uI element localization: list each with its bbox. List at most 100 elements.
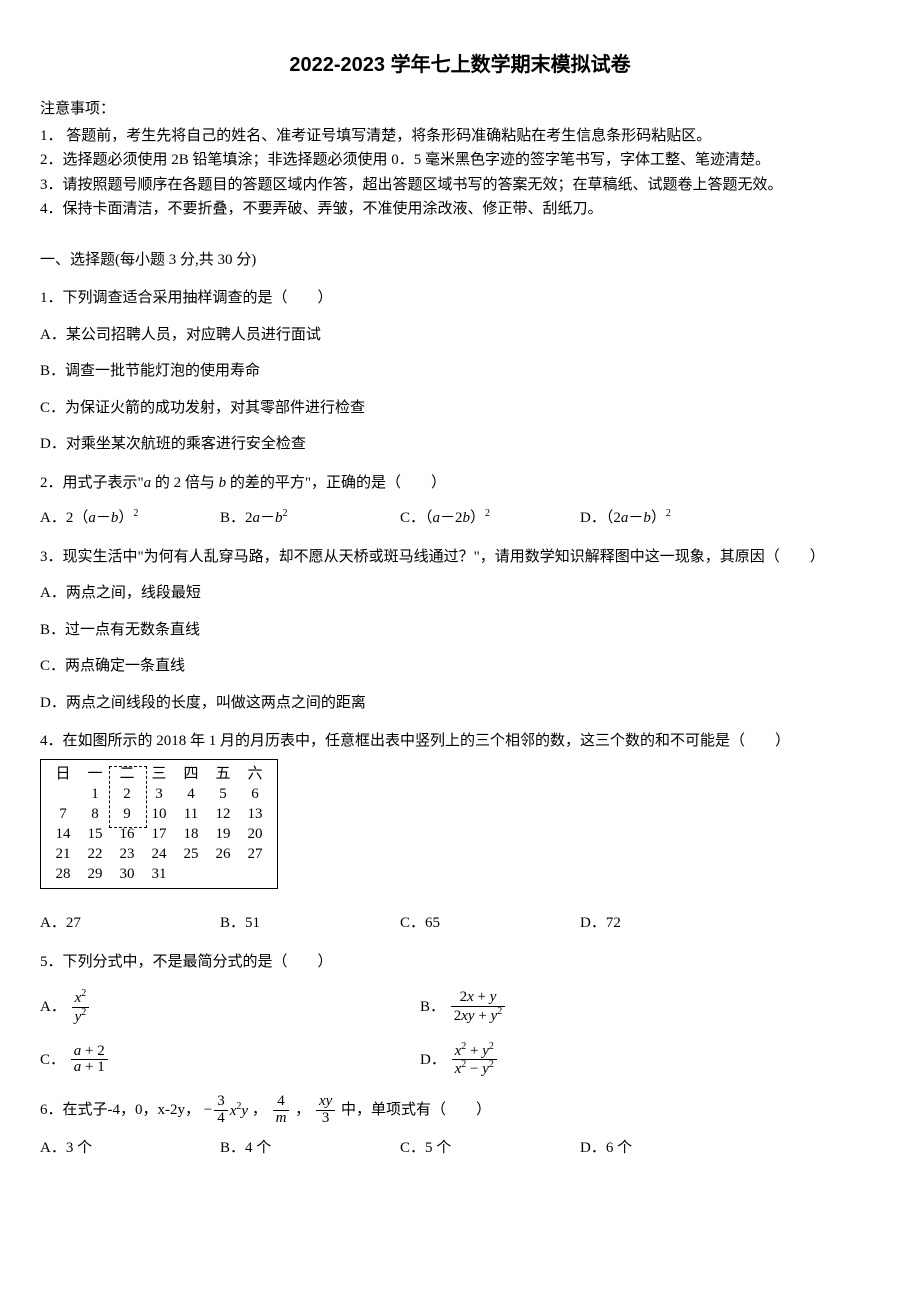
- question-6: 6．在式子-4，0，x-2y， −34x2y ， 4m ， xy3 中，单项式有…: [40, 1094, 880, 1159]
- q6-stem-p4: 中，单项式有（ ）: [341, 1099, 491, 1122]
- cal-h-4: 四: [175, 764, 207, 784]
- cal-r1-c5: 12: [207, 804, 239, 824]
- q2-a-post: ）: [118, 510, 133, 526]
- cal-r0-c3: 3: [143, 784, 175, 804]
- cal-h-2: 二: [111, 764, 143, 784]
- question-5: 5．下列分式中，不是最简分式的是（ ） A． x2 y2 B． 2x + y 2…: [40, 951, 880, 1079]
- calendar-table: 日 一 二 三 四 五 六 123456 78910111213 1415161…: [40, 759, 278, 889]
- q6-f1-den: 4: [214, 1111, 228, 1127]
- q3-option-a: A．两点之间，线段最短: [40, 582, 880, 605]
- q6-neg: −: [204, 1099, 212, 1122]
- cal-r3-c1: 22: [79, 844, 111, 864]
- q5-a-label: A．: [40, 996, 66, 1019]
- cal-r1-c4: 11: [175, 804, 207, 824]
- q5-option-a: A． x2 y2: [40, 989, 420, 1026]
- cal-r3-c2: 23: [111, 844, 143, 864]
- q2-c-pre: C．（: [400, 510, 433, 526]
- cal-r0-c0: [47, 784, 79, 804]
- q2-option-d: D．（2a－b）2: [580, 506, 760, 530]
- q2-d-post: ）: [651, 510, 666, 526]
- q4-option-d: D．72: [580, 912, 760, 935]
- calendar-header-row: 日 一 二 三 四 五 六: [47, 764, 271, 784]
- q6-option-c: C．5 个: [400, 1137, 580, 1160]
- question-2: 2．用式子表示"a 的 2 倍与 b 的差的平方"，正确的是（ ） A．2（a－…: [40, 472, 880, 530]
- cal-h-1: 一: [79, 764, 111, 784]
- cal-r0-c6: 6: [239, 784, 271, 804]
- q6-stem-p2: ，: [252, 1099, 267, 1122]
- section-1-header: 一、选择题(每小题 3 分,共 30 分): [40, 249, 880, 272]
- q4-option-a: A．27: [40, 912, 220, 935]
- notice-header: 注意事项：: [40, 98, 880, 121]
- q5-c-den-post: + 1: [81, 1059, 104, 1075]
- q6-stem-p1: 6．在式子-4，0，x-2y，: [40, 1099, 200, 1122]
- q5-b-num-mid: +: [474, 989, 490, 1005]
- q2-a-minus: －: [96, 510, 111, 526]
- q2-a-sq: 2: [133, 508, 138, 519]
- q2-c-mid: －2: [440, 510, 463, 526]
- question-1: 1．下列调查适合采用抽样调查的是（ ） A．某公司招聘人员，对应聘人员进行面试 …: [40, 287, 880, 456]
- notice-line-3: 3．请按照题号顺序在各题目的答题区域内作答，超出答题区域书写的答案无效；在草稿纸…: [40, 174, 880, 197]
- q1-option-b: B．调查一批节能灯泡的使用寿命: [40, 360, 880, 383]
- q4-stem: 4．在如图所示的 2018 年 1 月的月历表中，任意框出表中竖列上的三个相邻的…: [40, 730, 880, 753]
- cal-r3-c3: 24: [143, 844, 175, 864]
- cal-h-0: 日: [47, 764, 79, 784]
- notice-line-1: 1． 答题前，考生先将自己的姓名、准考证号填写清楚，将条形码准确粘贴在考生信息条…: [40, 125, 880, 148]
- q2-d-minus: －: [628, 510, 643, 526]
- q5-a-num-sup: 2: [81, 988, 86, 999]
- q2-stem-p3: 的差的平方"，正确的是（ ）: [226, 475, 446, 491]
- q2-option-b: B．2a－b2: [220, 506, 400, 530]
- q6-stem: 6．在式子-4，0，x-2y， −34x2y ， 4m ， xy3 中，单项式有…: [40, 1094, 880, 1127]
- calendar-row-5: 28293031: [47, 864, 271, 884]
- q6-option-b: B．4 个: [220, 1137, 400, 1160]
- q2-stem: 2．用式子表示"a 的 2 倍与 b 的差的平方"，正确的是（ ）: [40, 472, 880, 495]
- q6-f2-num: 4: [273, 1094, 290, 1111]
- cal-r4-c4: [175, 864, 207, 884]
- q3-option-c: C．两点确定一条直线: [40, 655, 880, 678]
- q2-d-sq: 2: [666, 508, 671, 519]
- calendar-row-2: 78910111213: [47, 804, 271, 824]
- cal-r0-c2: 2: [111, 784, 143, 804]
- cal-r4-c1: 29: [79, 864, 111, 884]
- cal-r1-c0: 7: [47, 804, 79, 824]
- q1-option-a: A．某公司招聘人员，对应聘人员进行面试: [40, 324, 880, 347]
- q5-c-label: C．: [40, 1049, 65, 1072]
- cal-r2-c3: 17: [143, 824, 175, 844]
- cal-r4-c5: [207, 864, 239, 884]
- q5-stem: 5．下列分式中，不是最简分式的是（ ）: [40, 951, 880, 974]
- q2-b-sq: 2: [283, 508, 288, 519]
- cal-h-6: 六: [239, 764, 271, 784]
- q2-option-a: A．2（a－b）2: [40, 506, 220, 530]
- q5-d-minus: −: [466, 1061, 482, 1077]
- notice-line-2: 2．选择题必须使用 2B 铅笔填涂；非选择题必须使用 0．5 毫米黑色字迹的签字…: [40, 149, 880, 172]
- q5-option-c: C． a + 2 a + 1: [40, 1044, 420, 1077]
- q1-option-c: C．为保证火箭的成功发射，对其零部件进行检查: [40, 397, 880, 420]
- cal-r1-c1: 8: [79, 804, 111, 824]
- cal-r4-c6: [239, 864, 271, 884]
- q6-f2-den: m: [276, 1110, 287, 1126]
- cal-r2-c2: 16: [111, 824, 143, 844]
- cal-r0-c5: 5: [207, 784, 239, 804]
- q4-option-b: B．51: [220, 912, 400, 935]
- cal-r1-c6: 13: [239, 804, 271, 824]
- cal-h-3: 三: [143, 764, 175, 784]
- q6-f1-num: 3: [214, 1094, 228, 1111]
- q2-c-sq: 2: [485, 508, 490, 519]
- q6-option-d: D．6 个: [580, 1137, 760, 1160]
- q5-b-den-mid: +: [475, 1008, 491, 1024]
- cal-r0-c1: 1: [79, 784, 111, 804]
- q4-options: A．27 B．51 C．65 D．72: [40, 912, 880, 935]
- question-3: 3．现实生活中"为何有人乱穿马路，却不愿从天桥或斑马线通过？"，请用数学知识解释…: [40, 546, 880, 715]
- q3-option-d: D．两点之间线段的长度，叫做这两点之间的距离: [40, 692, 880, 715]
- cal-r2-c1: 15: [79, 824, 111, 844]
- q2-options: A．2（a－b）2 B．2a－b2 C．（a－2b）2 D．（2a－b）2: [40, 506, 880, 530]
- q3-option-b: B．过一点有无数条直线: [40, 619, 880, 642]
- calendar-row-3: 14151617181920: [47, 824, 271, 844]
- cal-r3-c6: 27: [239, 844, 271, 864]
- q3-stem: 3．现实生活中"为何有人乱穿马路，却不愿从天桥或斑马线通过？"，请用数学知识解释…: [40, 546, 880, 569]
- q5-b-label: B．: [420, 996, 445, 1019]
- q6-f3-den: 3: [316, 1111, 335, 1127]
- q5-c-num-post: + 2: [81, 1043, 104, 1059]
- q5-d-label: D．: [420, 1049, 446, 1072]
- cal-r4-c2: 30: [111, 864, 143, 884]
- page-title: 2022-2023 学年七上数学期末模拟试卷: [40, 50, 880, 80]
